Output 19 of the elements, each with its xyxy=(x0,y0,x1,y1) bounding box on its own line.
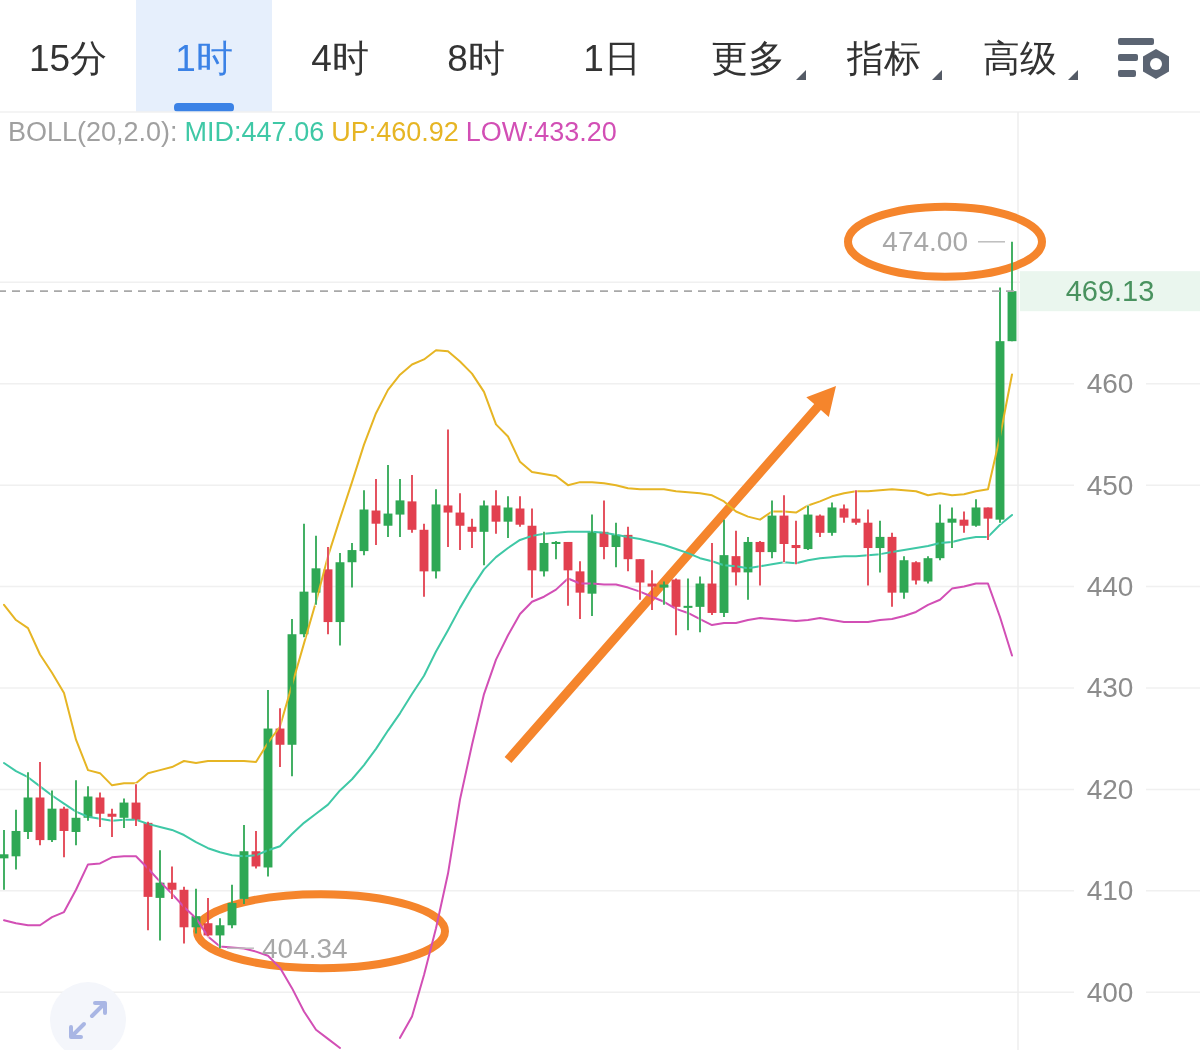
y-tick-label: 460 xyxy=(1086,368,1134,400)
y-tick-label: 410 xyxy=(1086,875,1134,907)
tab-label: 指标 xyxy=(847,37,921,79)
tab-label: 1日 xyxy=(583,37,641,79)
tab-label: 8时 xyxy=(447,37,505,79)
annotation: 474.00 xyxy=(882,226,968,258)
tab-label: 更多 xyxy=(711,37,785,79)
tab-label: 15分 xyxy=(28,37,108,79)
y-tick-label: 440 xyxy=(1086,571,1134,603)
last-price-tag: 469.13 xyxy=(1020,271,1200,312)
y-tick-label: 430 xyxy=(1086,672,1134,704)
tab-label: 高级 xyxy=(983,37,1057,79)
y-tick-label: 400 xyxy=(1086,976,1134,1008)
tab-label: 4时 xyxy=(311,37,369,79)
y-tick-label: 420 xyxy=(1086,773,1134,805)
tab-label: 1时 xyxy=(175,37,233,79)
annotation: 404.34 xyxy=(262,932,348,964)
legend: BOLL(20,2.0): MID:447.06 UP:460.92 LOW:433.20 xyxy=(8,117,617,147)
y-tick-label: 450 xyxy=(1086,469,1134,501)
